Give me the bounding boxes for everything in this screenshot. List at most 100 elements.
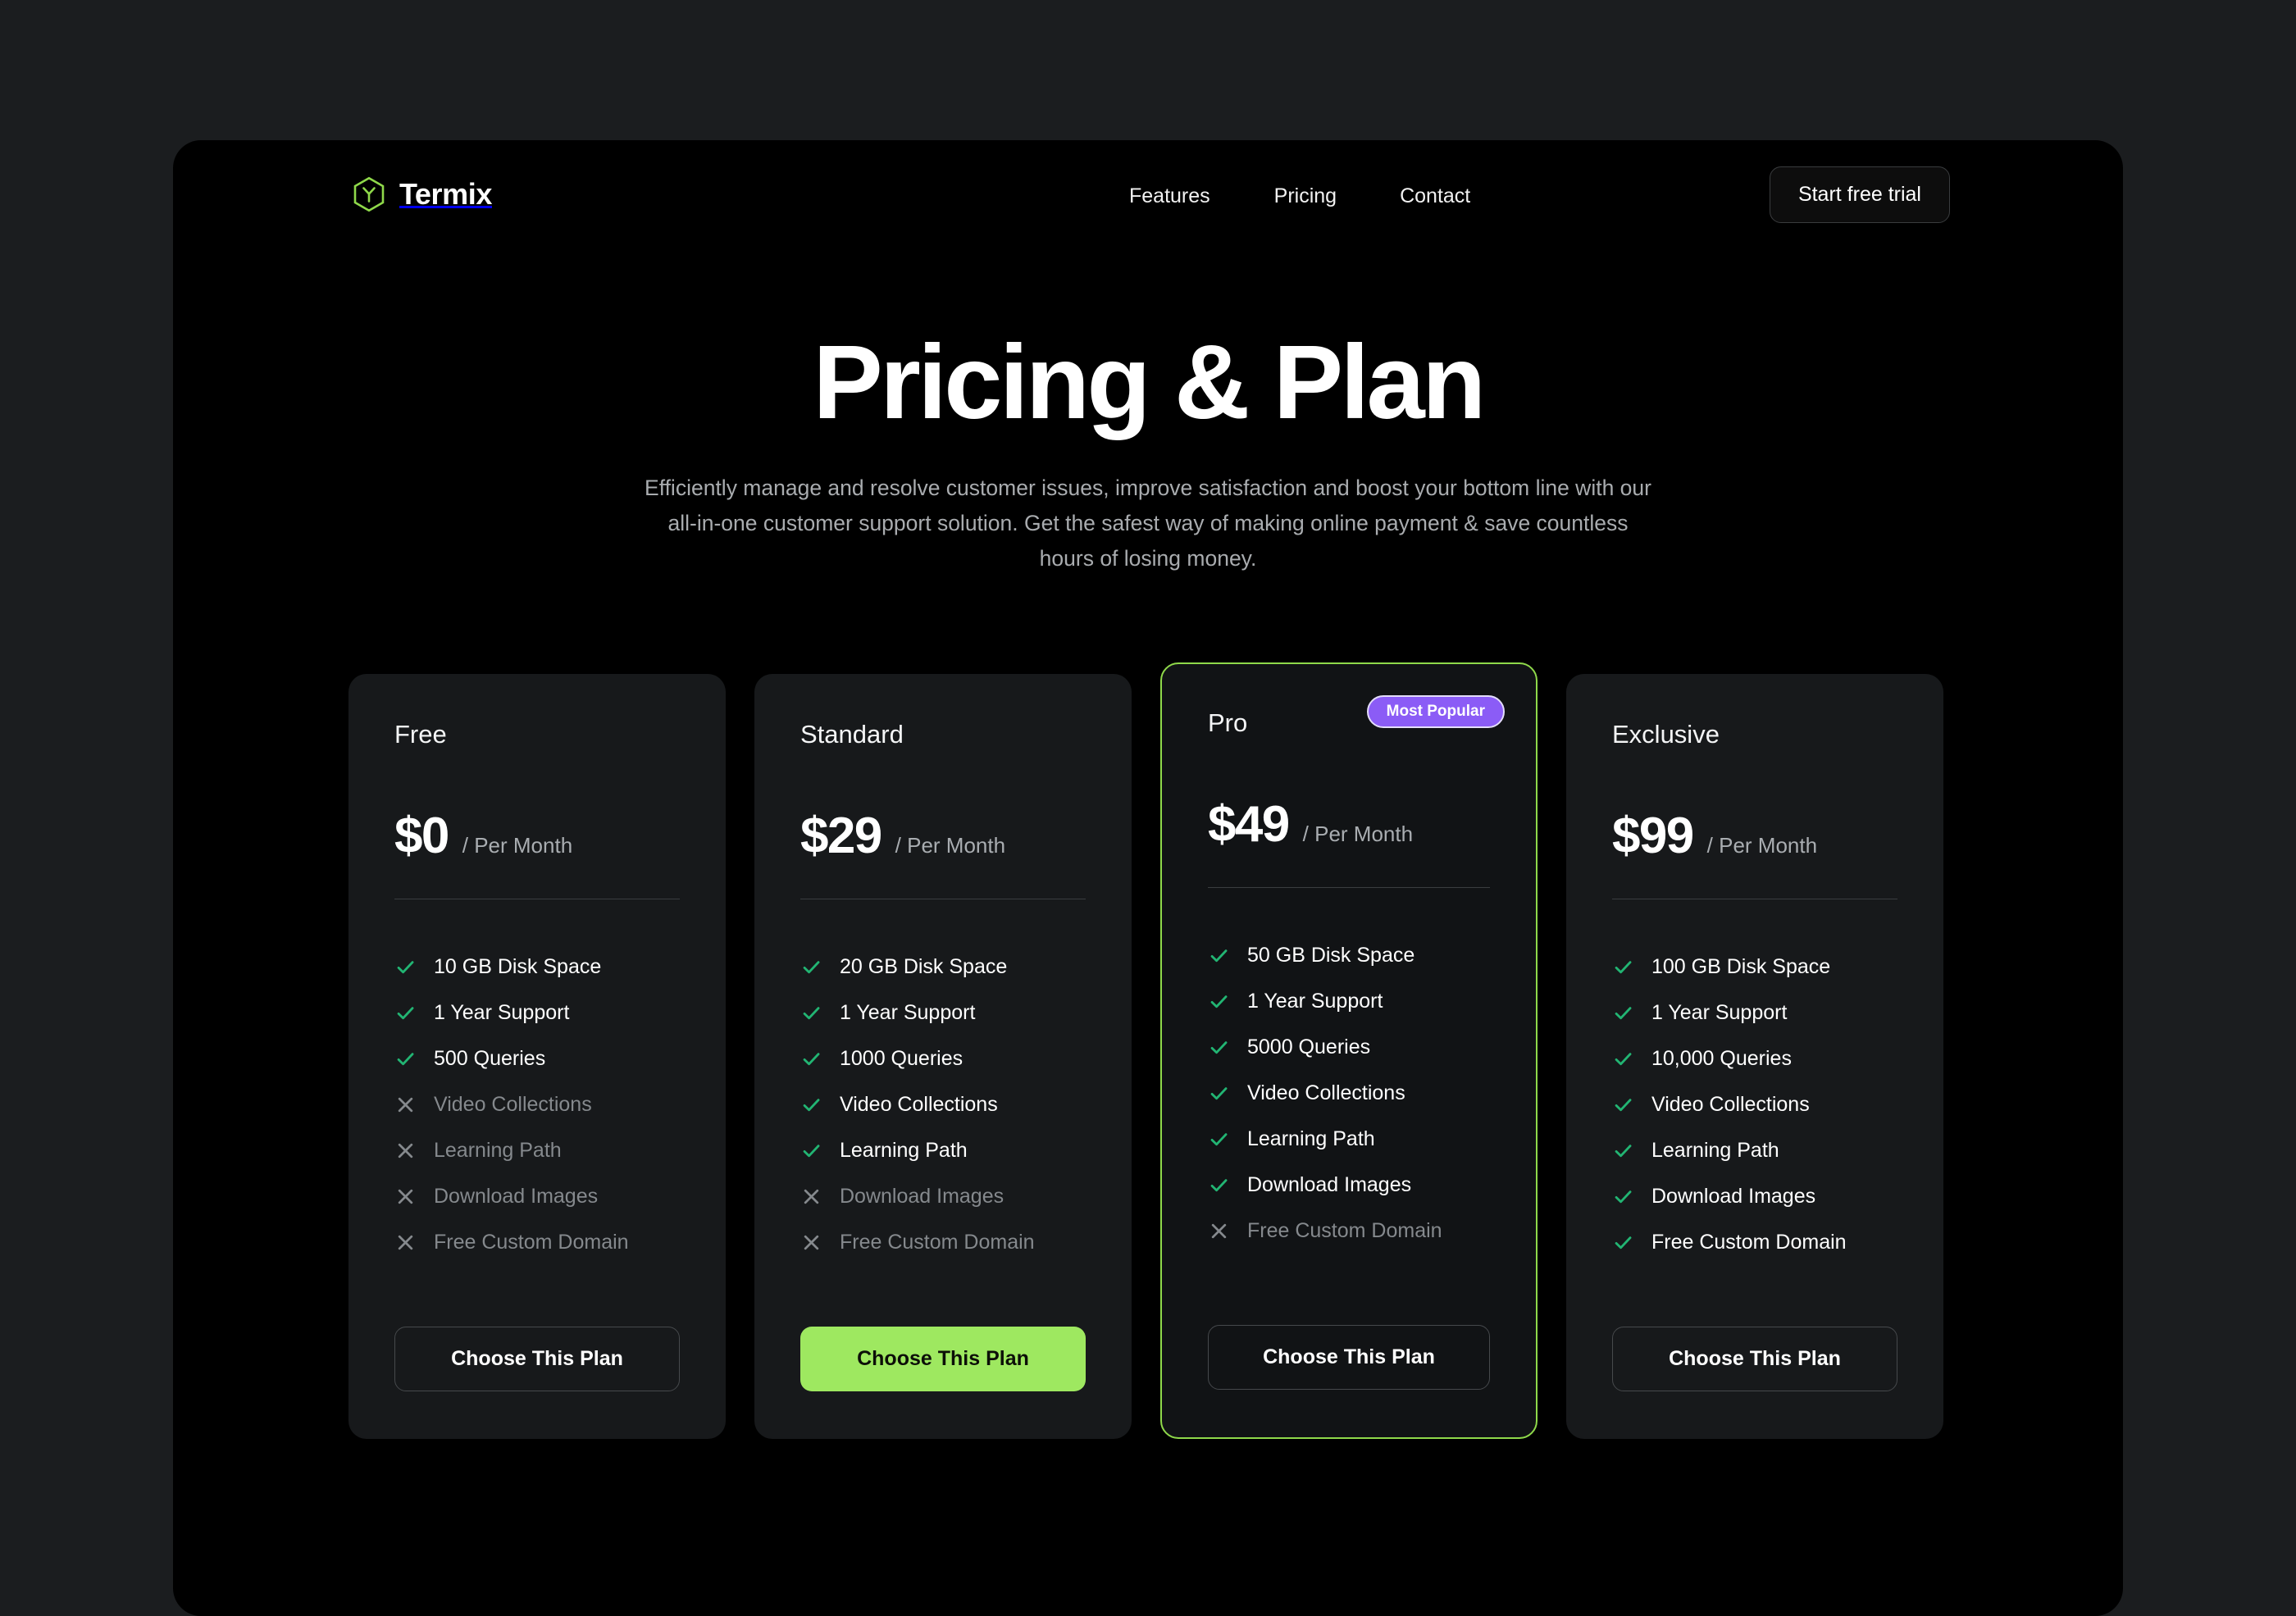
feature-item: 100 GB Disk Space (1612, 944, 1897, 990)
feature-label: 10,000 Queries (1651, 1046, 1792, 1070)
feature-item: 1 Year Support (1612, 990, 1897, 1036)
cross-icon (800, 1186, 822, 1208)
choose-plan-button[interactable]: Choose This Plan (1612, 1327, 1897, 1391)
feature-item: Free Custom Domain (394, 1219, 680, 1265)
cross-icon (394, 1231, 417, 1254)
check-icon (1612, 1231, 1634, 1254)
brand-name: Termix (399, 177, 492, 211)
feature-item: Free Custom Domain (800, 1219, 1086, 1265)
feature-item: Free Custom Domain (1208, 1208, 1490, 1254)
plan-period: / Per Month (1302, 822, 1414, 846)
feature-label: Download Images (1247, 1172, 1412, 1196)
feature-item: Download Images (800, 1173, 1086, 1219)
check-icon (1612, 1048, 1634, 1070)
feature-item: Learning Path (1612, 1127, 1897, 1173)
check-icon (800, 1140, 822, 1162)
check-icon (1208, 1036, 1230, 1058)
page-title: Pricing & Plan (813, 324, 1486, 441)
brand-logo[interactable]: Termix (353, 176, 492, 212)
plan-feature-list: 100 GB Disk Space 1 Year Support 10,000 Qu… (1612, 944, 1897, 1265)
nav-link-pricing[interactable]: Pricing (1273, 184, 1337, 207)
hero-section: Pricing & Plan Efficiently manage and re… (173, 327, 2123, 576)
plan-name: Exclusive (1612, 720, 1720, 749)
plan-name: Pro (1208, 708, 1248, 737)
feature-label: 1 Year Support (1651, 1000, 1788, 1024)
card-divider (1208, 887, 1490, 888)
plan-price-row: $0 / Per Month (394, 811, 680, 862)
pricing-card-standard: Standard $29 / Per Month 20 GB Disk Space 1 … (754, 674, 1132, 1439)
check-icon (800, 1002, 822, 1024)
cross-icon (800, 1231, 822, 1254)
feature-label: Free Custom Domain (840, 1230, 1035, 1254)
check-icon (800, 1048, 822, 1070)
plan-price-row: $49 / Per Month (1208, 799, 1490, 850)
feature-label: Video Collections (1247, 1081, 1405, 1104)
feature-item: 1 Year Support (800, 990, 1086, 1036)
check-icon (394, 1002, 417, 1024)
check-icon (1612, 1186, 1634, 1208)
start-free-trial-button[interactable]: Start free trial (1769, 166, 1950, 223)
feature-item: Video Collections (1208, 1070, 1490, 1116)
cross-icon (394, 1186, 417, 1208)
plan-period: / Per Month (1706, 833, 1818, 858)
feature-item: 5000 Queries (1208, 1024, 1490, 1070)
feature-item: Video Collections (800, 1081, 1086, 1127)
plan-cta-wrap: Choose This Plan (394, 1327, 680, 1439)
plan-header: Exclusive (1612, 722, 1897, 754)
check-icon (1612, 1140, 1634, 1162)
choose-plan-button[interactable]: Choose This Plan (1208, 1325, 1490, 1390)
feature-item: Video Collections (1612, 1081, 1897, 1127)
feature-label: 5000 Queries (1247, 1035, 1371, 1058)
hero-subtitle: Efficiently manage and resolve customer … (645, 475, 1651, 571)
plan-name: Standard (800, 720, 904, 749)
choose-plan-button[interactable]: Choose This Plan (394, 1327, 680, 1391)
feature-label: Free Custom Domain (1247, 1218, 1442, 1242)
plan-cta-wrap: Choose This Plan (1612, 1327, 1897, 1439)
check-icon (800, 956, 822, 978)
check-icon (1208, 1174, 1230, 1196)
status-badge-most-popular: Most Popular (1366, 695, 1505, 728)
plan-price-row: $99 / Per Month (1612, 811, 1897, 862)
feature-label: 1000 Queries (840, 1046, 963, 1070)
feature-item: Download Images (1612, 1173, 1897, 1219)
navbar: Termix Features Pricing Contact Start fr… (173, 140, 2123, 247)
feature-label: 50 GB Disk Space (1247, 943, 1415, 967)
nav-links: Features Pricing Contact (1129, 186, 1470, 207)
plan-feature-list: 20 GB Disk Space 1 Year Support 1000 Queri… (800, 944, 1086, 1265)
check-icon (1208, 1082, 1230, 1104)
feature-item: 50 GB Disk Space (1208, 932, 1490, 978)
check-icon (1612, 1094, 1634, 1116)
hexagon-y-logo-icon (353, 176, 385, 212)
feature-label: 100 GB Disk Space (1651, 954, 1831, 978)
check-icon (1612, 1002, 1634, 1024)
plan-name: Free (394, 720, 447, 749)
feature-item: Download Images (1208, 1162, 1490, 1208)
feature-item: 10 GB Disk Space (394, 944, 680, 990)
plan-period: / Per Month (895, 833, 1006, 858)
choose-plan-button[interactable]: Choose This Plan (800, 1327, 1086, 1391)
plan-price: $49 (1208, 796, 1290, 853)
feature-item: Learning Path (1208, 1116, 1490, 1162)
nav-link-features[interactable]: Features (1129, 184, 1210, 207)
plan-header: Free (394, 722, 680, 754)
feature-label: Video Collections (434, 1092, 592, 1116)
feature-label: Learning Path (1247, 1127, 1375, 1150)
check-icon (800, 1094, 822, 1116)
feature-label: Download Images (1651, 1184, 1816, 1208)
plan-cta-wrap: Choose This Plan (1208, 1325, 1490, 1437)
pricing-plans-grid: Free $0 / Per Month 10 GB Disk Space 1 Year … (348, 662, 1948, 1439)
feature-item: Free Custom Domain (1612, 1219, 1897, 1265)
feature-item: Learning Path (394, 1127, 680, 1173)
plan-header: Pro (1208, 710, 1490, 743)
cross-icon (394, 1140, 417, 1162)
pricing-card-pro: Pro Most Popular $49 / Per Month 50 GB Disk … (1160, 662, 1538, 1439)
check-icon (1208, 1128, 1230, 1150)
nav-link-contact[interactable]: Contact (1400, 184, 1471, 207)
plan-price: $99 (1612, 808, 1694, 864)
plan-period: / Per Month (462, 833, 573, 858)
feature-item: 1000 Queries (800, 1036, 1086, 1081)
check-icon (394, 956, 417, 978)
feature-item: Video Collections (394, 1081, 680, 1127)
feature-label: Learning Path (434, 1138, 562, 1162)
feature-label: Learning Path (1651, 1138, 1779, 1162)
